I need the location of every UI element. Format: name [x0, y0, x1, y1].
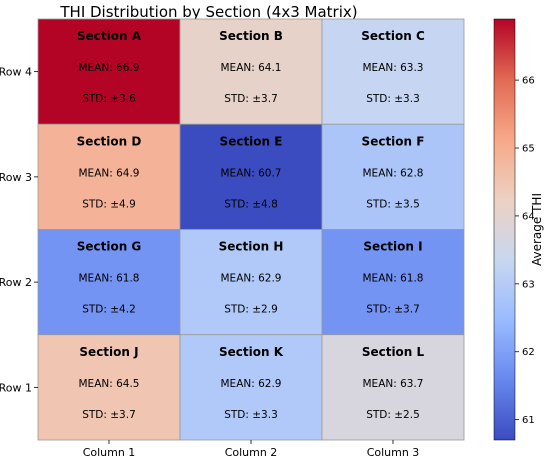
row-axis: Row 4 Row 3 Row 2 Row 1: [0, 66, 38, 394]
cell-fill: [37, 123, 181, 230]
cell-section-label: Section G: [77, 240, 142, 254]
cell-std-label: STD: ±2.5: [366, 409, 420, 421]
cell-section-label: Section E: [220, 134, 283, 148]
heatmap-cell: Section L MEAN: 63.7 STD: ±2.5: [321, 334, 465, 441]
colorbar: 61 62 63 64 65 66 Average THI: [493, 18, 544, 441]
cell-fill: [37, 229, 181, 336]
chart-title: THI Distribution by Section (4x3 Matrix): [59, 3, 357, 21]
cell-section-label: Section A: [77, 29, 142, 43]
cell-fill: [179, 123, 323, 230]
heatmap-cell: Section H MEAN: 62.9 STD: ±2.9: [179, 229, 323, 336]
cell-mean-label: MEAN: 64.9: [79, 167, 140, 179]
cell-mean-label: MEAN: 62.8: [363, 167, 424, 179]
cell-std-label: STD: ±3.6: [82, 93, 136, 105]
cell-section-label: Section F: [362, 134, 425, 148]
cell-std-label: STD: ±4.8: [224, 198, 278, 210]
column-axis: Column 1 Column 2 Column 3: [83, 440, 420, 459]
cell-mean-label: MEAN: 64.1: [221, 62, 282, 74]
heatmap-cell: Section J MEAN: 64.5 STD: ±3.7: [37, 334, 181, 441]
cell-section-label: Section I: [363, 240, 422, 254]
cell-fill: [321, 18, 465, 125]
row-tick-label: Row 1: [0, 381, 32, 394]
column-tick-label: Column 2: [225, 446, 278, 459]
heatmap-cell: Section B MEAN: 64.1 STD: ±3.7: [179, 18, 323, 125]
colorbar-tick-label: 64: [522, 211, 535, 222]
cell-section-label: Section L: [362, 345, 425, 359]
colorbar-gradient: [493, 18, 516, 441]
cell-std-label: STD: ±3.7: [224, 93, 278, 105]
cell-fill: [321, 123, 465, 230]
cell-fill: [321, 334, 465, 441]
row-tick-label: Row 2: [0, 276, 32, 289]
cell-section-label: Section H: [219, 240, 284, 254]
cell-mean-label: MEAN: 61.8: [79, 273, 140, 285]
heatmap-cell: Section C MEAN: 63.3 STD: ±3.3: [321, 18, 465, 125]
cell-fill: [179, 229, 323, 336]
cell-fill: [179, 18, 323, 125]
cell-fill: [37, 334, 181, 441]
cell-std-label: STD: ±3.7: [82, 409, 136, 421]
cell-std-label: STD: ±4.9: [82, 198, 136, 210]
cell-section-label: Section D: [77, 134, 142, 148]
cell-fill: [37, 18, 181, 125]
cell-mean-label: MEAN: 62.9: [221, 273, 282, 285]
row-tick-label: Row 4: [0, 66, 32, 79]
cell-section-label: Section K: [219, 345, 284, 359]
cell-mean-label: MEAN: 63.7: [363, 378, 424, 390]
cell-mean-label: MEAN: 63.3: [363, 62, 424, 74]
heatmap-cells: Section A MEAN: 66.9 STD: ±3.6 Section B MEA…: [37, 18, 465, 441]
cell-mean-label: MEAN: 60.7: [221, 167, 282, 179]
cell-mean-label: MEAN: 62.9: [221, 378, 282, 390]
colorbar-tick-label: 65: [522, 144, 535, 155]
row-tick-label: Row 3: [0, 171, 32, 184]
column-tick-label: Column 3: [367, 446, 420, 459]
colorbar-label: Average THI: [530, 193, 544, 266]
cell-std-label: STD: ±3.3: [366, 93, 420, 105]
heatmap-cell: Section F MEAN: 62.8 STD: ±3.5: [321, 123, 465, 230]
cell-std-label: STD: ±3.3: [224, 409, 278, 421]
cell-std-label: STD: ±2.9: [224, 304, 278, 316]
heatmap-cell: Section E MEAN: 60.7 STD: ±4.8: [179, 123, 323, 230]
cell-std-label: STD: ±3.5: [366, 198, 420, 210]
cell-mean-label: MEAN: 66.9: [79, 62, 140, 74]
column-tick-label: Column 1: [83, 446, 136, 459]
heatmap-cell: Section A MEAN: 66.9 STD: ±3.6: [37, 18, 181, 125]
heatmap-cell: Section K MEAN: 62.9 STD: ±3.3: [179, 334, 323, 441]
colorbar-tick-label: 62: [522, 347, 535, 358]
cell-mean-label: MEAN: 64.5: [79, 378, 140, 390]
cell-std-label: STD: ±4.2: [82, 304, 136, 316]
colorbar-tick-label: 61: [522, 415, 535, 426]
cell-section-label: Section C: [361, 29, 425, 43]
heatmap-cell: Section I MEAN: 61.8 STD: ±3.7: [321, 229, 465, 336]
cell-std-label: STD: ±3.7: [366, 304, 420, 316]
cell-mean-label: MEAN: 61.8: [363, 273, 424, 285]
cell-section-label: Section B: [219, 29, 283, 43]
colorbar-tick-label: 63: [522, 279, 535, 290]
heatmap-cell: Section D MEAN: 64.9 STD: ±4.9: [37, 123, 181, 230]
colorbar-tick-label: 66: [522, 76, 535, 87]
cell-section-label: Section J: [79, 345, 138, 359]
heatmap-cell: Section G MEAN: 61.8 STD: ±4.2: [37, 229, 181, 336]
